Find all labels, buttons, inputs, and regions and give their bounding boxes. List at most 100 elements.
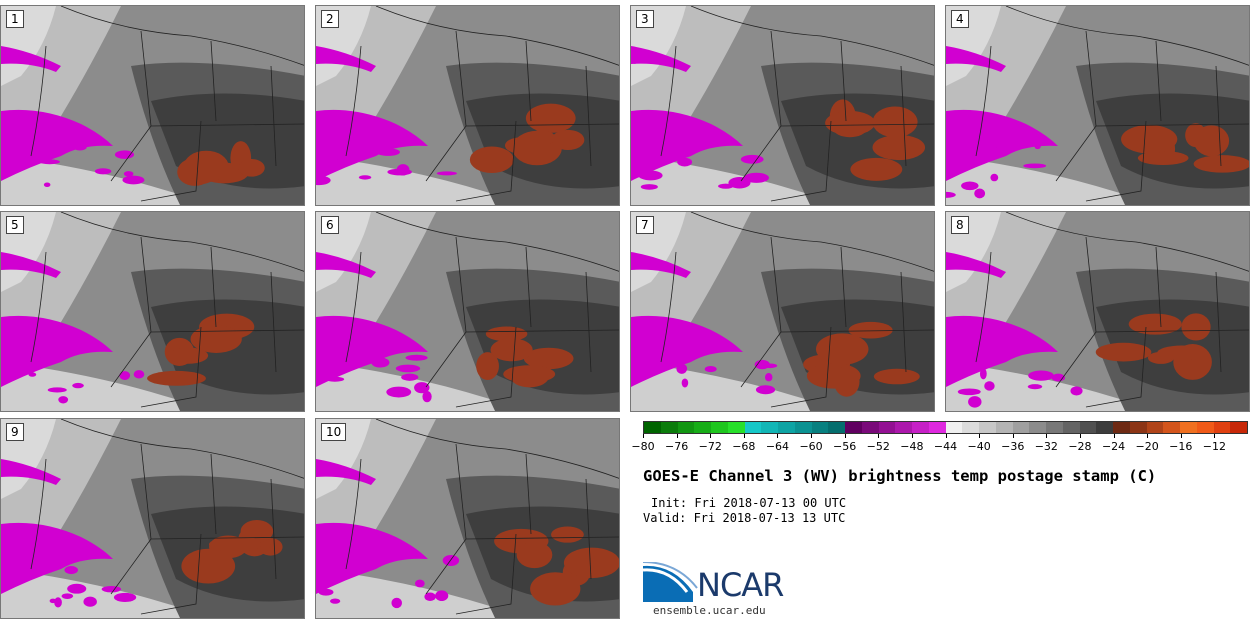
stamp-panel-4: 4 — [945, 5, 1250, 206]
colorbar-swatch — [945, 422, 963, 433]
water-vapor-map — [316, 419, 619, 618]
cold-cloud-fleck — [386, 386, 412, 398]
colorbar-swatch — [1046, 422, 1063, 433]
cold-cloud-fleck — [764, 372, 773, 382]
border-line — [60, 419, 304, 479]
warm-dry-spot — [1121, 124, 1178, 154]
colorbar-tick — [1180, 434, 1182, 438]
cold-cloud-fleck — [979, 368, 987, 380]
coastline — [30, 45, 47, 157]
colorbar-swatch — [1180, 422, 1197, 433]
border-line — [465, 329, 619, 333]
cold-cloud-fleck — [1034, 143, 1041, 150]
colorbar-tick — [1079, 434, 1081, 438]
cold-cloud-fleck — [961, 181, 979, 191]
stamp-panel-6: 6 — [315, 211, 620, 412]
border-line — [1085, 120, 1147, 202]
colorbar-swatch — [1213, 422, 1231, 433]
panel-number: 9 — [6, 423, 24, 441]
warm-dry-spot — [1095, 342, 1152, 362]
border-line — [1005, 212, 1249, 272]
border-line — [60, 6, 304, 66]
warm-dry-spot — [1181, 313, 1211, 341]
warm-dry-spot — [485, 326, 528, 342]
stamp-panel-1: 1 — [0, 5, 305, 206]
warm-dry-spot — [1137, 151, 1189, 166]
cold-cloud-fleck — [405, 354, 428, 361]
border-line — [150, 329, 304, 333]
colorbar-tick-label: −60 — [799, 440, 823, 453]
cold-cloud-north — [1, 46, 61, 72]
border-line — [585, 271, 592, 373]
stamp-panel-9: 9 — [0, 418, 305, 619]
figure-title: GOES-E Channel 3 (WV) brightness temp po… — [643, 467, 1157, 485]
cold-cloud-fleck — [436, 171, 457, 176]
colorbar-tick-label: −68 — [732, 440, 756, 453]
border-line — [210, 40, 217, 122]
cold-cloud-north — [316, 46, 376, 72]
warm-dry-spot — [848, 321, 893, 339]
colorbar-tick — [1113, 434, 1115, 438]
border-line — [375, 419, 619, 479]
cold-cloud-fleck — [640, 184, 658, 190]
colorbar-swatch — [694, 422, 711, 433]
border-line — [1155, 246, 1162, 328]
panel-number: 3 — [636, 10, 654, 28]
cold-cloud-band — [631, 109, 743, 181]
panel-number: 4 — [951, 10, 969, 28]
panel-number: 6 — [321, 216, 339, 234]
colorbar-swatch — [962, 422, 979, 433]
panel-number: 10 — [321, 423, 347, 441]
cold-cloud-band — [316, 109, 428, 181]
warm-dry-spot — [872, 134, 926, 161]
cold-cloud-fleck — [1027, 384, 1043, 390]
source-url: ensemble.ucar.edu — [653, 604, 766, 617]
cold-cloud-band — [316, 522, 428, 594]
border-line — [375, 6, 619, 66]
colorbar-swatch — [711, 422, 728, 433]
colorbar-swatch — [828, 422, 845, 433]
cold-cloud-band — [946, 109, 1058, 181]
warm-dry-spot — [873, 368, 920, 385]
cold-cloud-fleck — [743, 172, 769, 183]
colorbar-swatch — [744, 422, 762, 433]
border-line — [900, 271, 907, 373]
cold-cloud-fleck — [442, 554, 460, 566]
colorbar-swatch — [979, 422, 996, 433]
colorbar-swatch — [1113, 422, 1130, 433]
coastline — [660, 251, 677, 363]
border-line — [210, 453, 217, 535]
border-line — [465, 123, 619, 127]
border-line — [1085, 326, 1147, 408]
cold-cloud-north — [316, 459, 376, 485]
cold-cloud-fleck — [991, 147, 1008, 154]
colorbar-tick-label: −48 — [900, 440, 924, 453]
colorbar-swatch — [794, 422, 812, 433]
warm-dry-spot — [168, 347, 209, 364]
border-line — [525, 246, 532, 328]
colorbar-swatch — [1096, 422, 1113, 433]
border-line — [585, 478, 592, 580]
border-line — [690, 6, 934, 66]
cold-cloud-band — [1, 315, 113, 387]
cold-cloud-fleck — [123, 171, 134, 177]
colorbar-swatch — [778, 422, 795, 433]
ncar-logo-text: NCAR — [697, 566, 784, 604]
cold-cloud-fleck — [43, 182, 51, 187]
warm-dry-spot — [525, 103, 576, 133]
warm-dry-spot — [1157, 345, 1207, 361]
colorbar-swatch — [1163, 422, 1180, 433]
warm-dry-spot — [238, 159, 265, 177]
cold-cloud-north — [316, 252, 376, 278]
water-vapor-map — [316, 6, 619, 205]
colorbar-swatch — [995, 422, 1013, 433]
colorbar-swatch — [878, 422, 896, 433]
colorbar-tick-label: −72 — [698, 440, 722, 453]
cold-cloud-fleck — [974, 188, 986, 199]
cold-cloud-fleck — [704, 365, 717, 373]
colorbar-ticks: −80 −76 −72 −68 −64 −60 −56 −52 −48 −44 −40 −36 −32−… — [631, 434, 1248, 454]
cold-cloud-fleck — [325, 376, 345, 382]
colorbar-swatch — [1129, 422, 1147, 433]
cold-cloud-fleck — [424, 592, 436, 601]
colorbar-tick — [945, 434, 947, 438]
